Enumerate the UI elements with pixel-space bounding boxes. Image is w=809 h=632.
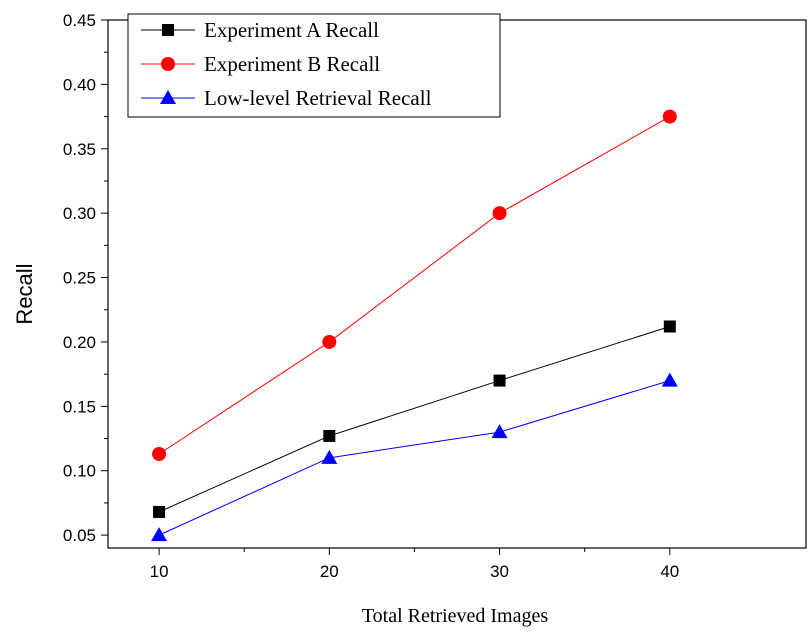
legend-marker [160, 90, 176, 104]
y-tick-label: 0.35 [63, 140, 96, 159]
data-point [492, 206, 507, 221]
data-point [321, 449, 338, 464]
x-axis-title: Total Retrieved Images [362, 605, 549, 627]
legend-marker [162, 24, 174, 36]
y-tick-label: 0.25 [63, 269, 96, 288]
data-point [662, 109, 677, 124]
legend-marker [161, 57, 175, 71]
data-point [491, 424, 508, 439]
data-point [663, 320, 676, 333]
y-tick-label: 0.15 [63, 397, 96, 416]
data-point [153, 505, 166, 518]
series-1 [153, 320, 676, 518]
y-axis-title: Recall [12, 263, 37, 324]
series-2 [152, 109, 677, 461]
legend: Experiment A Recall Experiment B Recall Lo… [127, 13, 501, 118]
y-tick-label: 0.10 [63, 462, 96, 481]
series-3 [151, 372, 678, 542]
legend-box [127, 13, 501, 118]
series-line [158, 380, 670, 536]
series-line [158, 116, 671, 455]
y-axis: 0.05 0.10 0.15 0.20 0.25 0.30 0.35 0.40 0.45 [63, 11, 108, 545]
x-tick-label: 40 [660, 562, 679, 581]
legend-label: Experiment B Recall [204, 52, 380, 76]
data-point [152, 446, 167, 461]
data-point [322, 334, 337, 349]
x-tick-label: 20 [320, 562, 339, 581]
data-point [661, 372, 678, 387]
x-tick-label: 30 [490, 562, 509, 581]
legend-label: Experiment A Recall [204, 18, 379, 42]
y-tick-label: 0.30 [63, 204, 96, 223]
data-point [151, 527, 168, 542]
series-line [158, 326, 670, 513]
y-tick-label: 0.20 [63, 333, 96, 352]
data-point [493, 374, 506, 387]
y-tick-label: 0.05 [63, 526, 96, 545]
data-point [323, 429, 336, 442]
x-axis: 10 20 30 40 [150, 548, 679, 581]
legend-label: Low-level Retrieval Recall [204, 86, 432, 110]
x-tick-label: 10 [150, 562, 169, 581]
series-layer [151, 109, 678, 542]
y-tick-label: 0.45 [63, 11, 96, 30]
y-tick-label: 0.40 [63, 75, 96, 94]
